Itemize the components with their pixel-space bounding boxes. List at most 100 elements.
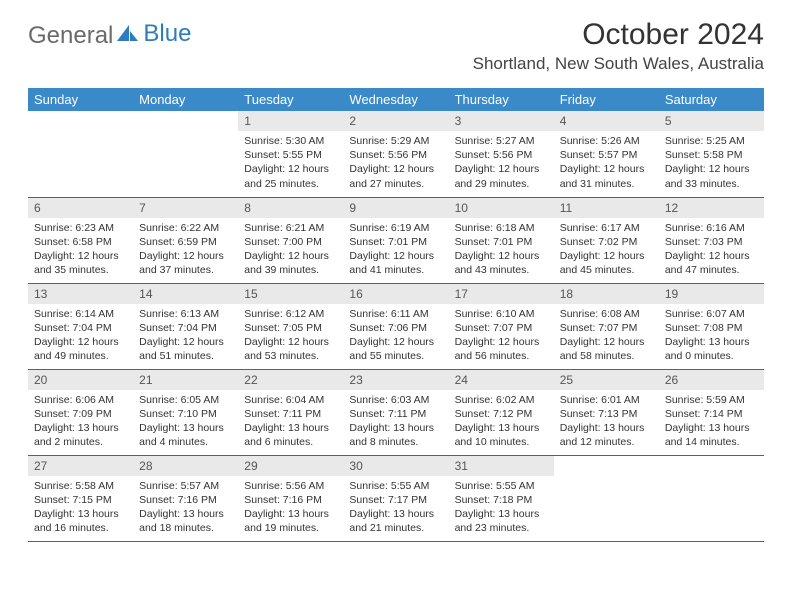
calendar-cell: 18Sunrise: 6:08 AMSunset: 7:07 PMDayligh… (554, 283, 659, 369)
day-header-row: Sunday Monday Tuesday Wednesday Thursday… (28, 88, 764, 111)
day-details: Sunrise: 6:22 AMSunset: 6:59 PMDaylight:… (133, 218, 238, 282)
daylight-text: and 29 minutes. (455, 177, 548, 191)
daylight-text: and 47 minutes. (665, 263, 758, 277)
day-details: Sunrise: 5:26 AMSunset: 5:57 PMDaylight:… (554, 131, 659, 195)
sunset-text: Sunset: 5:57 PM (560, 148, 653, 162)
daylight-text: Daylight: 12 hours (349, 249, 442, 263)
day-number: 3 (449, 111, 554, 131)
calendar-row: 13Sunrise: 6:14 AMSunset: 7:04 PMDayligh… (28, 283, 764, 369)
daylight-text: Daylight: 13 hours (455, 421, 548, 435)
sunset-text: Sunset: 7:08 PM (665, 321, 758, 335)
daylight-text: Daylight: 12 hours (34, 335, 127, 349)
day-details: Sunrise: 6:08 AMSunset: 7:07 PMDaylight:… (554, 304, 659, 368)
calendar-cell: 1Sunrise: 5:30 AMSunset: 5:55 PMDaylight… (238, 111, 343, 197)
calendar-cell: 22Sunrise: 6:04 AMSunset: 7:11 PMDayligh… (238, 369, 343, 455)
daylight-text: Daylight: 12 hours (349, 335, 442, 349)
sunset-text: Sunset: 7:12 PM (455, 407, 548, 421)
sunrise-text: Sunrise: 6:08 AM (560, 307, 653, 321)
sunrise-text: Sunrise: 6:19 AM (349, 221, 442, 235)
sunset-text: Sunset: 5:56 PM (455, 148, 548, 162)
day-details: Sunrise: 6:11 AMSunset: 7:06 PMDaylight:… (343, 304, 448, 368)
daylight-text: and 37 minutes. (139, 263, 232, 277)
daylight-text: Daylight: 13 hours (244, 507, 337, 521)
day-number: 31 (449, 456, 554, 476)
sunset-text: Sunset: 7:05 PM (244, 321, 337, 335)
sunrise-text: Sunrise: 6:17 AM (560, 221, 653, 235)
day-details: Sunrise: 6:23 AMSunset: 6:58 PMDaylight:… (28, 218, 133, 282)
day-details: Sunrise: 5:55 AMSunset: 7:17 PMDaylight:… (343, 476, 448, 540)
sunrise-text: Sunrise: 6:11 AM (349, 307, 442, 321)
sunrise-text: Sunrise: 6:16 AM (665, 221, 758, 235)
day-number: 16 (343, 284, 448, 304)
sunrise-text: Sunrise: 6:01 AM (560, 393, 653, 407)
daylight-text: Daylight: 13 hours (139, 421, 232, 435)
daylight-text: Daylight: 12 hours (244, 249, 337, 263)
daylight-text: and 43 minutes. (455, 263, 548, 277)
sunset-text: Sunset: 7:02 PM (560, 235, 653, 249)
calendar-cell: 13Sunrise: 6:14 AMSunset: 7:04 PMDayligh… (28, 283, 133, 369)
calendar-cell: 28Sunrise: 5:57 AMSunset: 7:16 PMDayligh… (133, 455, 238, 541)
day-details: Sunrise: 6:17 AMSunset: 7:02 PMDaylight:… (554, 218, 659, 282)
sunset-text: Sunset: 7:10 PM (139, 407, 232, 421)
logo-text-general: General (28, 22, 113, 50)
day-number: 23 (343, 370, 448, 390)
sunset-text: Sunset: 5:56 PM (349, 148, 442, 162)
day-details: Sunrise: 6:04 AMSunset: 7:11 PMDaylight:… (238, 390, 343, 454)
day-number: 2 (343, 111, 448, 131)
daylight-text: Daylight: 12 hours (244, 335, 337, 349)
sunrise-text: Sunrise: 5:30 AM (244, 134, 337, 148)
calendar-cell: 5Sunrise: 5:25 AMSunset: 5:58 PMDaylight… (659, 111, 764, 197)
daylight-text: Daylight: 13 hours (139, 507, 232, 521)
sunrise-text: Sunrise: 5:57 AM (139, 479, 232, 493)
day-number: 10 (449, 198, 554, 218)
daylight-text: and 39 minutes. (244, 263, 337, 277)
daylight-text: and 51 minutes. (139, 349, 232, 363)
daylight-text: and 31 minutes. (560, 177, 653, 191)
sunset-text: Sunset: 7:15 PM (34, 493, 127, 507)
daylight-text: and 19 minutes. (244, 521, 337, 535)
calendar-row: 20Sunrise: 6:06 AMSunset: 7:09 PMDayligh… (28, 369, 764, 455)
daylight-text: and 4 minutes. (139, 435, 232, 449)
daylight-text: Daylight: 12 hours (560, 335, 653, 349)
day-details: Sunrise: 6:14 AMSunset: 7:04 PMDaylight:… (28, 304, 133, 368)
calendar-cell (133, 111, 238, 197)
sunset-text: Sunset: 7:04 PM (139, 321, 232, 335)
sunrise-text: Sunrise: 6:04 AM (244, 393, 337, 407)
day-details: Sunrise: 6:07 AMSunset: 7:08 PMDaylight:… (659, 304, 764, 368)
sunrise-text: Sunrise: 6:03 AM (349, 393, 442, 407)
daylight-text: and 49 minutes. (34, 349, 127, 363)
day-details: Sunrise: 6:19 AMSunset: 7:01 PMDaylight:… (343, 218, 448, 282)
calendar-cell (28, 111, 133, 197)
sunset-text: Sunset: 7:01 PM (349, 235, 442, 249)
sunset-text: Sunset: 5:58 PM (665, 148, 758, 162)
calendar-cell: 16Sunrise: 6:11 AMSunset: 7:06 PMDayligh… (343, 283, 448, 369)
calendar-cell: 24 Sunrise: 6:02 AMSunset: 7:12 PMDayligh… (449, 369, 554, 455)
daylight-text: Daylight: 13 hours (244, 421, 337, 435)
day-number: 25 (554, 370, 659, 390)
sunrise-text: Sunrise: 5:26 AM (560, 134, 653, 148)
day-number: 9 (343, 198, 448, 218)
day-details: Sunrise: 6:06 AMSunset: 7:09 PMDaylight:… (28, 390, 133, 454)
daylight-text: Daylight: 12 hours (139, 249, 232, 263)
calendar-cell: 10Sunrise: 6:18 AMSunset: 7:01 PMDayligh… (449, 197, 554, 283)
daylight-text: and 2 minutes. (34, 435, 127, 449)
day-header: Sunday (28, 88, 133, 111)
sunrise-text: Sunrise: 5:58 AM (34, 479, 127, 493)
calendar-cell: 19Sunrise: 6:07 AMSunset: 7:08 PMDayligh… (659, 283, 764, 369)
sunset-text: Sunset: 7:07 PM (560, 321, 653, 335)
calendar-table: Sunday Monday Tuesday Wednesday Thursday… (28, 88, 764, 542)
sunset-text: Sunset: 7:06 PM (349, 321, 442, 335)
day-details: Sunrise: 5:58 AMSunset: 7:15 PMDaylight:… (28, 476, 133, 540)
day-details: Sunrise: 5:30 AMSunset: 5:55 PMDaylight:… (238, 131, 343, 195)
daylight-text: Daylight: 13 hours (665, 421, 758, 435)
sunset-text: Sunset: 7:17 PM (349, 493, 442, 507)
day-number: 24 (449, 370, 554, 390)
daylight-text: Daylight: 12 hours (665, 249, 758, 263)
daylight-text: and 53 minutes. (244, 349, 337, 363)
sunrise-text: Sunrise: 6:02 AM (455, 393, 548, 407)
calendar-cell: 30Sunrise: 5:55 AMSunset: 7:17 PMDayligh… (343, 455, 448, 541)
day-header: Wednesday (343, 88, 448, 111)
daylight-text: Daylight: 13 hours (349, 507, 442, 521)
daylight-text: Daylight: 13 hours (34, 421, 127, 435)
day-details: Sunrise: 5:25 AMSunset: 5:58 PMDaylight:… (659, 131, 764, 195)
